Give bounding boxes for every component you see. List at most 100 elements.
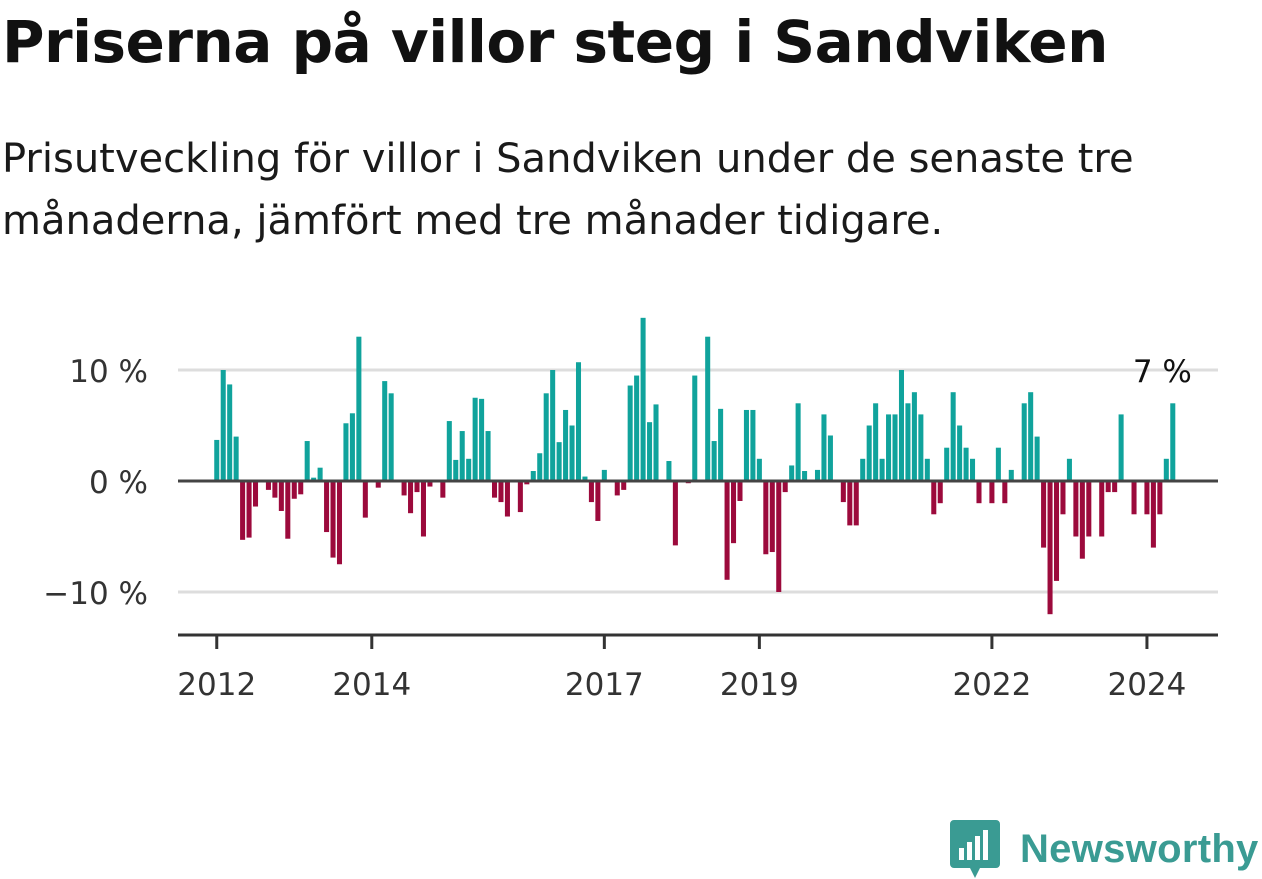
bar-positive — [543, 393, 549, 481]
bar-positive — [995, 447, 1001, 481]
bar-negative — [375, 481, 381, 488]
bar-positive — [802, 471, 808, 481]
bar-negative — [1060, 481, 1066, 515]
bar-positive — [750, 409, 756, 481]
bar-negative — [776, 481, 782, 592]
bar-negative — [763, 481, 769, 555]
bar-negative — [621, 481, 627, 490]
bar-positive — [640, 317, 646, 481]
bar-negative — [246, 481, 252, 538]
bar-positive — [647, 422, 653, 481]
bar-negative — [1150, 481, 1156, 548]
x-tick-label: 2017 — [565, 667, 644, 700]
bar-negative — [420, 481, 426, 537]
bar-positive — [756, 458, 762, 481]
bar-negative — [1131, 481, 1137, 515]
bar-negative — [1099, 481, 1105, 537]
bar-negative — [1047, 481, 1053, 615]
bar-positive — [1163, 458, 1169, 481]
bar-positive — [873, 403, 879, 481]
bar-positive — [446, 421, 452, 481]
bar-positive — [918, 414, 924, 481]
bar-positive — [317, 467, 323, 481]
bar-negative — [272, 481, 278, 498]
bar-positive — [898, 370, 904, 481]
bar-positive — [795, 403, 801, 481]
bar-negative — [265, 481, 271, 490]
bar-positive — [530, 471, 536, 481]
bar-positive — [311, 477, 317, 481]
bar-negative — [976, 481, 982, 504]
bar-positive — [349, 413, 355, 481]
bar-positive — [485, 431, 491, 481]
bar-negative — [291, 481, 297, 499]
x-tick-label: 2024 — [1107, 667, 1186, 700]
bar-positive — [879, 458, 885, 481]
bar-positive — [886, 414, 892, 481]
bar-negative — [517, 481, 523, 513]
bar-positive — [743, 409, 749, 481]
bar-negative — [989, 481, 995, 504]
bar-negative — [840, 481, 846, 503]
bar-positive — [1008, 469, 1014, 481]
x-tick-label: 2014 — [332, 667, 411, 700]
bar-negative — [414, 481, 420, 493]
bar-negative — [853, 481, 859, 526]
bar-positive — [550, 370, 556, 481]
bar-positive — [356, 336, 362, 481]
bar-negative — [1144, 481, 1150, 515]
bar-positive — [479, 398, 485, 481]
bar-positive — [227, 384, 233, 481]
bar-negative — [1041, 481, 1047, 548]
bar-negative — [1157, 481, 1163, 515]
bar-positive — [924, 458, 930, 481]
brand-name: Newsworthy — [1020, 826, 1259, 871]
bar-negative — [408, 481, 414, 514]
bar-negative — [324, 481, 330, 533]
bar-positive — [563, 409, 569, 481]
bar-negative — [427, 481, 433, 487]
bar-negative — [847, 481, 853, 526]
bar-positive — [304, 441, 310, 481]
brand-logo: Newsworthy — [950, 820, 1259, 878]
bar-positive — [627, 385, 633, 481]
bar-positive — [911, 392, 917, 481]
bar-negative — [285, 481, 291, 539]
bar-positive — [214, 439, 220, 481]
bar-negative — [1112, 481, 1118, 493]
bar-positive — [789, 465, 795, 481]
bar-positive — [692, 375, 698, 481]
bar-negative — [524, 481, 530, 485]
bar-negative — [1053, 481, 1060, 581]
bar-positive — [537, 453, 543, 481]
bar-positive — [963, 447, 969, 481]
x-tick-label: 2019 — [720, 667, 799, 700]
bar-positive — [653, 404, 659, 481]
bar-positive — [892, 414, 898, 481]
bar-positive — [472, 397, 478, 481]
y-tick-label: 10 % — [69, 354, 148, 390]
chart-subtitle: Prisutveckling för villor i Sandviken un… — [2, 136, 1134, 244]
bar-positive — [459, 431, 465, 481]
bar-positive — [950, 392, 956, 481]
bar-positive — [957, 425, 963, 481]
bar-positive — [1170, 403, 1176, 481]
bar-positive — [575, 362, 582, 481]
bar-negative — [253, 481, 259, 507]
bar-positive — [944, 447, 950, 481]
bar-positive — [1021, 403, 1027, 481]
bar-negative — [504, 481, 510, 517]
bar-positive — [343, 423, 349, 481]
bar-positive — [866, 425, 872, 481]
bar-negative — [278, 481, 284, 511]
bar-positive — [905, 403, 911, 481]
bar-negative — [595, 481, 601, 521]
newsworthy-logo-icon — [950, 820, 1000, 878]
bar-negative — [937, 481, 943, 504]
bar-negative — [1002, 481, 1008, 504]
bar-positive — [705, 336, 711, 481]
bar-negative — [724, 481, 730, 580]
bar-negative — [440, 481, 446, 498]
y-tick-label: 0 % — [89, 465, 148, 501]
bar-negative — [672, 481, 678, 546]
